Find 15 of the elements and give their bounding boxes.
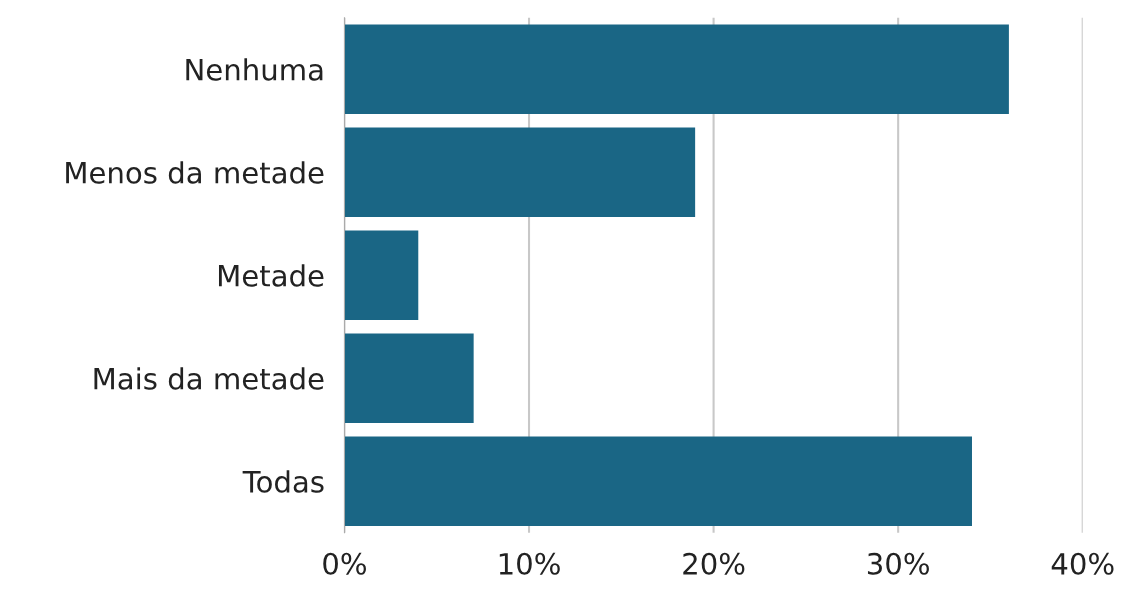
x-tick-label: 30% <box>867 552 929 575</box>
bar <box>344 24 1009 115</box>
bar <box>344 127 696 218</box>
x-tick-label: 10% <box>499 552 560 575</box>
y-tick-label: Menos da metade <box>66 161 324 184</box>
bar <box>344 230 419 321</box>
x-tick-label: 0% <box>323 552 366 575</box>
x-tick-label: 20% <box>683 552 745 575</box>
x-tick-label: 40% <box>1051 552 1114 575</box>
y-tick-label: Nenhuma <box>186 58 323 81</box>
y-tick-label: Mais da metade <box>94 367 324 390</box>
bar <box>344 333 474 424</box>
bar <box>344 436 972 527</box>
y-tick-label: Metade <box>218 264 324 287</box>
y-tick-label: Todas <box>242 470 324 493</box>
